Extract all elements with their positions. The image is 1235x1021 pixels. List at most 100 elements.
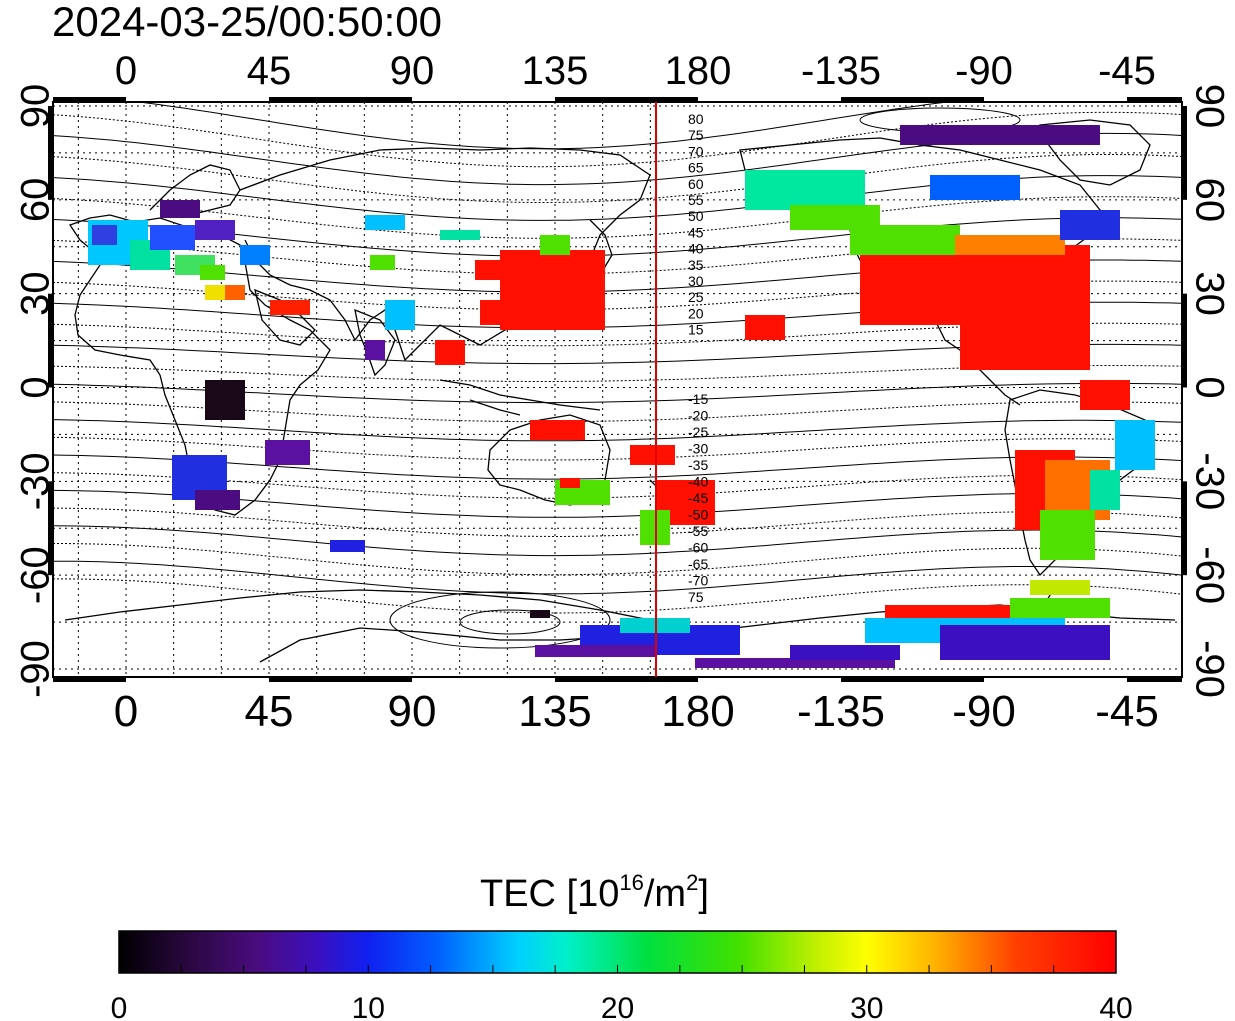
contour-pole-ring [389, 591, 611, 649]
bottom-lon-tick-label: 0 [114, 687, 138, 736]
colorbar-ticks [118, 965, 1117, 973]
tec-patch-south-america [1040, 510, 1095, 560]
contour-line [53, 543, 1182, 576]
tec-patch-australia [530, 420, 585, 440]
right-lat-tick-label: -60 [1187, 546, 1231, 604]
contour-line [53, 525, 1182, 557]
contour-label: 20 [688, 305, 704, 321]
colorbar-tick-label: 20 [601, 992, 634, 1021]
contour-label: -15 [688, 391, 708, 407]
contour-line [53, 436, 1182, 461]
contour-line [53, 196, 1182, 239]
contour-label: -60 [688, 540, 708, 556]
contour-label: -55 [688, 523, 708, 539]
tec-patch-antarctica [330, 540, 365, 552]
contour-label: -65 [688, 556, 708, 572]
border-segment [48, 481, 53, 576]
contour-label: -25 [688, 424, 708, 440]
tec-patch-east-asia [370, 255, 395, 270]
tec-patch-antarctica [885, 605, 1015, 620]
tec-patch-antarctica [1030, 580, 1090, 595]
bottom-lon-tick-label: 45 [245, 687, 294, 736]
border-segment [841, 677, 984, 682]
map-border-bars [48, 97, 1187, 682]
border-segment [555, 677, 698, 682]
tec-patch-east-asia [500, 250, 605, 330]
left-lat-tick-label: 0 [14, 376, 58, 398]
bottom-lon-tick-label: -90 [952, 687, 1016, 736]
map-grid [53, 102, 1182, 677]
tec-patch-antarctica [790, 645, 900, 660]
border-segment [555, 97, 698, 102]
tec-patch-east-asia [540, 235, 570, 255]
border-segment [269, 677, 412, 682]
tec-data-overlay [88, 125, 1155, 668]
left-lat-tick-label: -30 [14, 452, 58, 510]
border-segment [48, 106, 53, 200]
tec-patch-north-america [930, 175, 1020, 200]
tec-patch-east-asia [475, 260, 505, 280]
coastline-greenland [1039, 119, 1151, 186]
left-lat-tick-label: -60 [14, 546, 58, 604]
tec-patch-europe [270, 300, 310, 315]
tec-patch-seasia [435, 340, 465, 365]
colorbar: TEC [1016/m2] 0 10 20 30 40 [111, 870, 1133, 1021]
contour-line [53, 472, 1182, 499]
bottom-lon-tick-label: 135 [518, 687, 591, 736]
colorbar-tick-label: 40 [1099, 992, 1132, 1021]
tec-patch-north-america [790, 205, 880, 230]
tec-patch-east-asia [365, 215, 405, 230]
colorbar-tick-labels: 0 10 20 30 40 [111, 992, 1133, 1021]
contour-label: 15 [688, 322, 704, 338]
contour-label: 30 [688, 273, 704, 289]
contour-label: 25 [688, 289, 704, 305]
left-latitude-labels: 90 60 30 0 -30 -60 -90 [14, 84, 58, 698]
top-lon-tick-label: -135 [801, 49, 881, 93]
top-lon-tick-label: 0 [115, 49, 137, 93]
contour-label: -40 [688, 474, 708, 490]
contour-label: 60 [688, 176, 704, 192]
border-segment [1182, 293, 1187, 388]
tec-patch-north-america [860, 245, 1090, 325]
tec-patch-africa [205, 380, 245, 420]
tec-patch-east-asia [440, 230, 480, 240]
tec-patch-antarctica [535, 645, 655, 657]
left-lat-tick-label: -90 [14, 640, 58, 698]
contour-line [53, 560, 1182, 595]
border-segment [53, 97, 126, 102]
colorbar-tick-label: 10 [352, 992, 385, 1021]
right-lat-tick-label: 0 [1187, 376, 1231, 398]
tec-patch-antarctica [530, 610, 550, 618]
contour-label: -30 [688, 441, 708, 457]
colorbar-tick-label: 30 [850, 992, 883, 1021]
contour-label: -50 [688, 507, 708, 523]
tec-patch-antarctica [940, 625, 1110, 660]
tec-patch-africa [265, 440, 310, 465]
tec-patch-north-america [900, 125, 1100, 145]
contour-label: 50 [688, 208, 704, 224]
tec-patch-north-america [1060, 210, 1120, 240]
top-lon-tick-label: 90 [390, 49, 435, 93]
border-segment [48, 293, 53, 388]
tec-patch-antarctica [695, 658, 895, 668]
left-lat-tick-label: 30 [14, 271, 58, 316]
coastline-indonesia [439, 379, 601, 416]
top-longitude-labels: 0 45 90 135 180 -135 -90 -45 [115, 49, 1156, 93]
contour-line [53, 578, 1182, 614]
border-segment [1127, 677, 1182, 682]
contour-label: -20 [688, 408, 708, 424]
contour-label: 35 [688, 257, 704, 273]
border-segment [1182, 481, 1187, 576]
border-segment [841, 97, 984, 102]
border-segment [53, 677, 126, 682]
tec-patch-india [365, 340, 385, 360]
contour-line [53, 111, 1182, 168]
contour-label: 75 [688, 589, 704, 605]
contour-line [53, 154, 1182, 203]
map-panel: 8075706560555045403530252015-15-20-25-30… [14, 49, 1232, 736]
tec-patch-india [385, 300, 415, 330]
tec-patch-europe [200, 265, 225, 280]
contour-line [53, 489, 1182, 518]
right-lat-tick-label: -30 [1187, 452, 1231, 510]
tec-patch-pacific [745, 315, 785, 340]
